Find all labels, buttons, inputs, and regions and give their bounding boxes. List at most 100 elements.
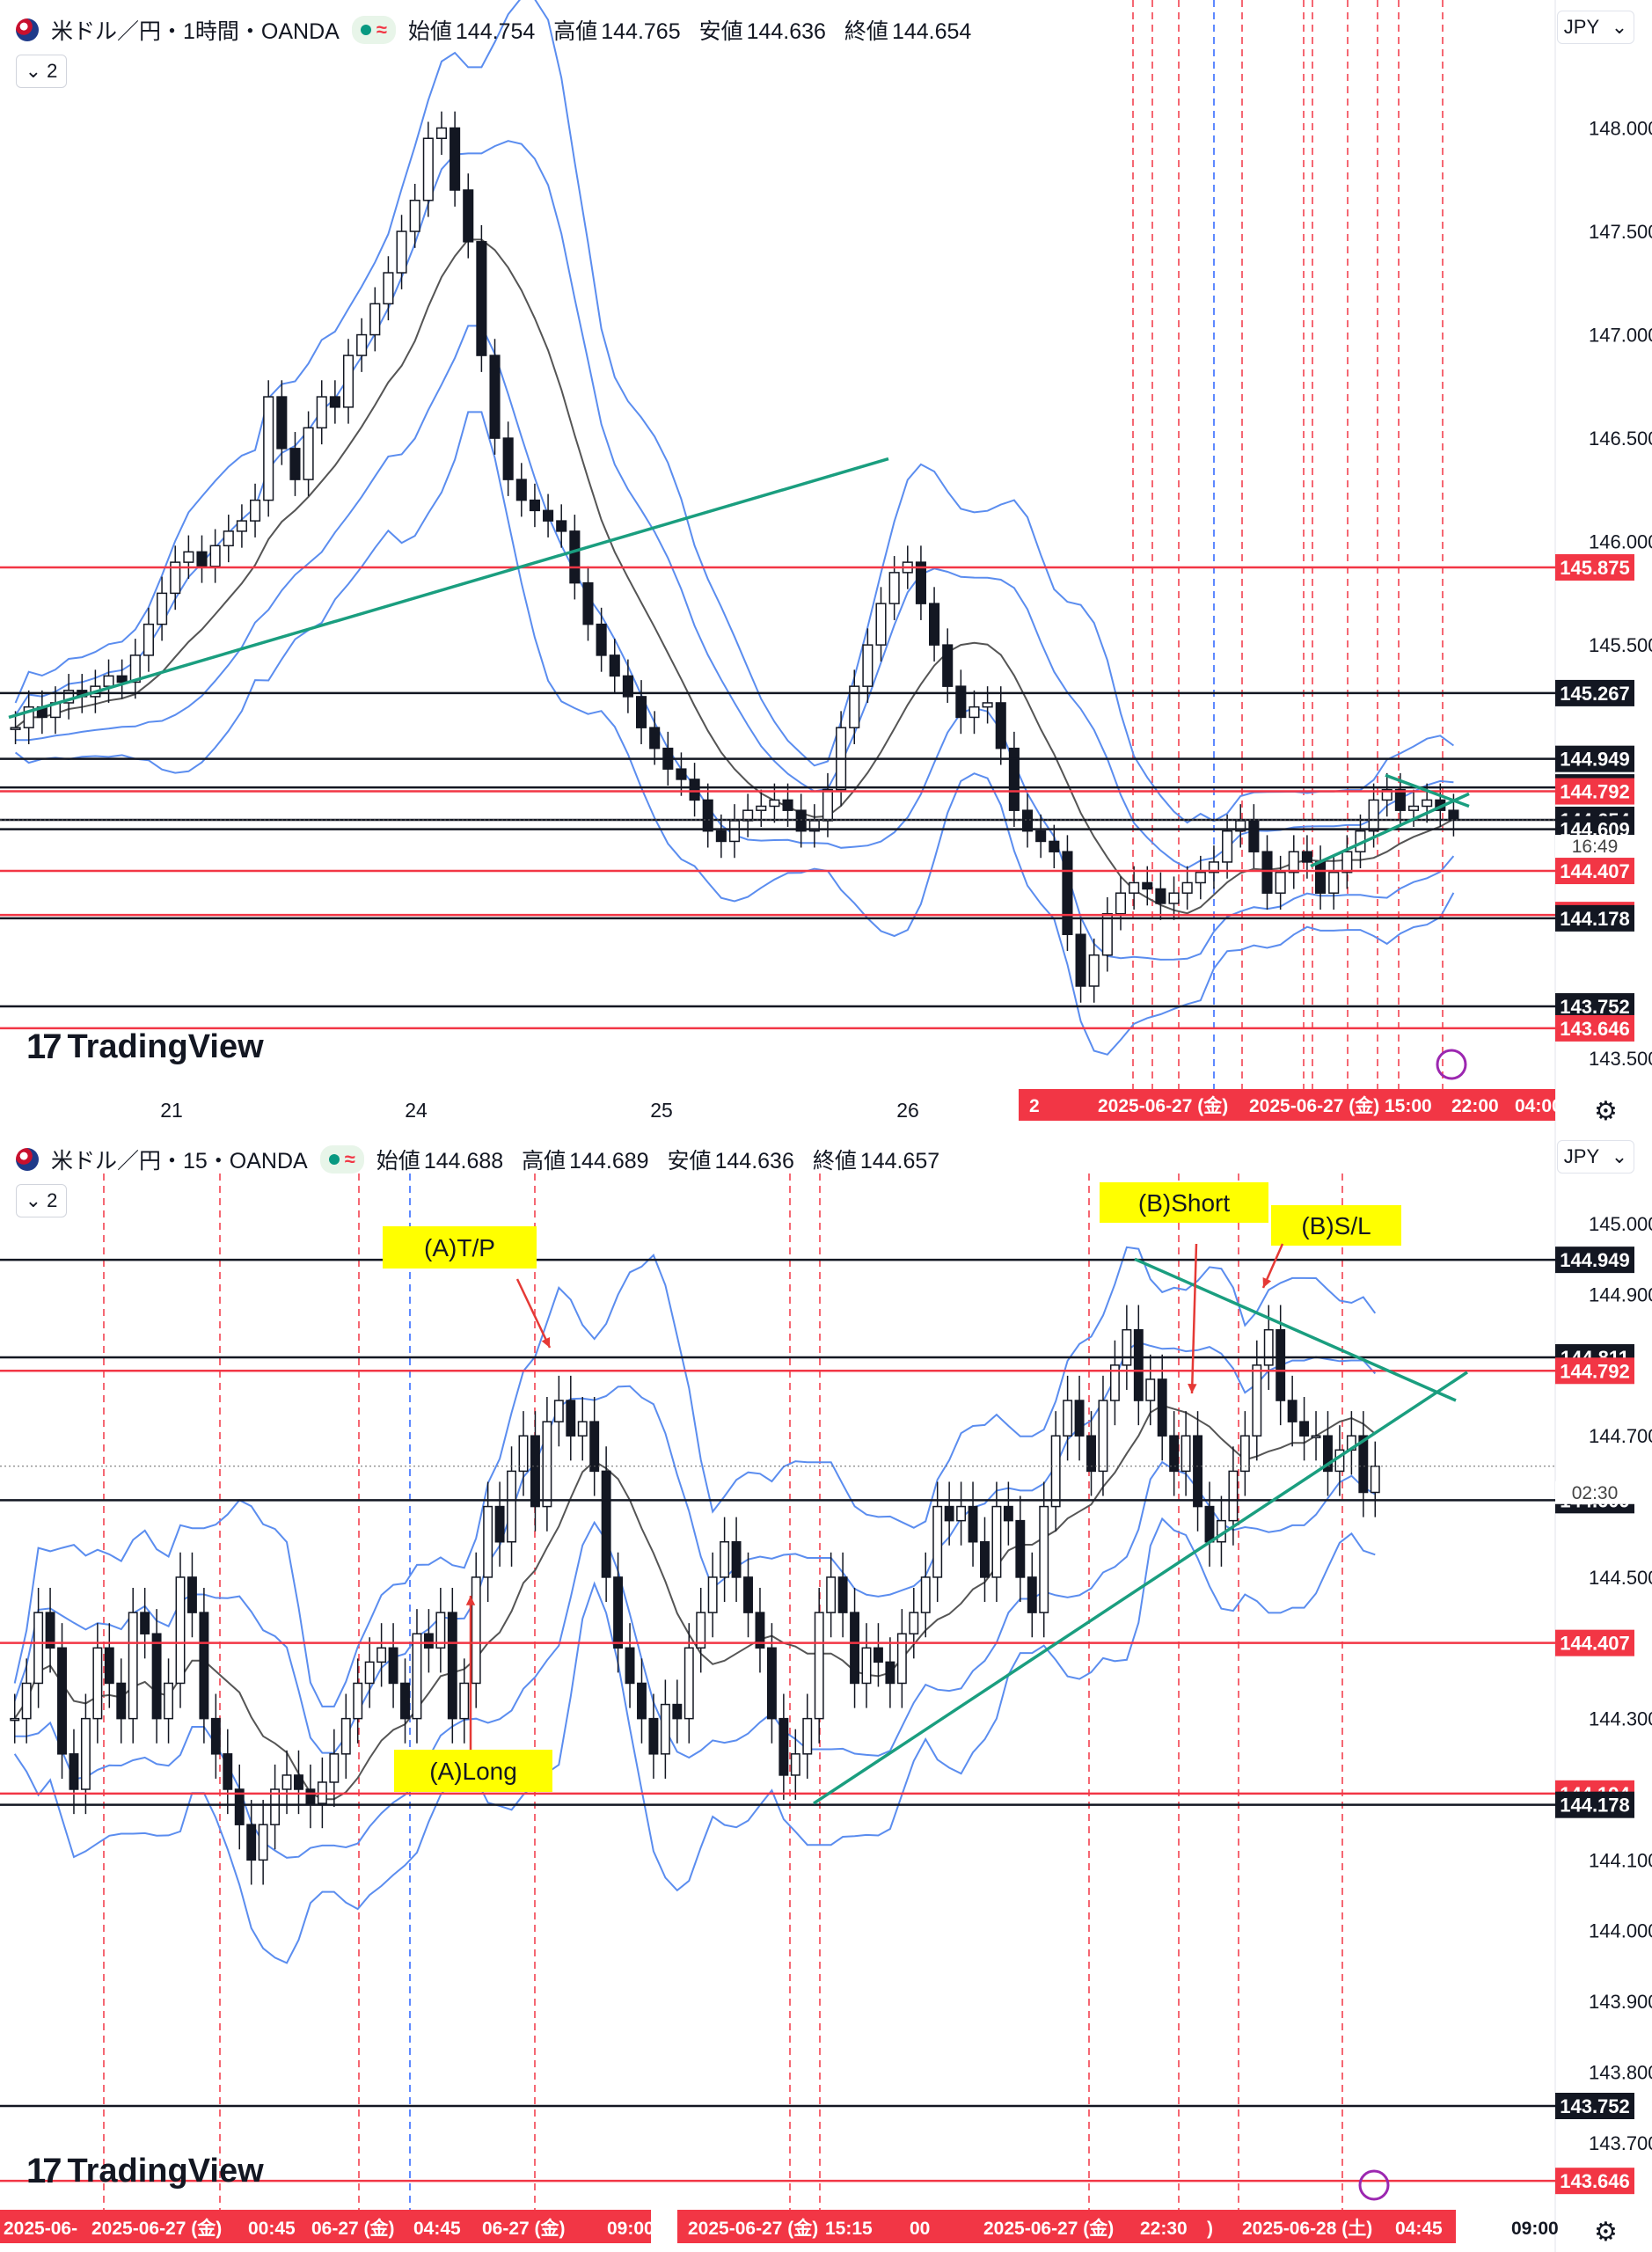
candle-body	[1407, 805, 1420, 811]
time-label: )	[1207, 2219, 1213, 2239]
time-label-bar	[677, 2210, 1012, 2243]
chart-panel-15m[interactable]: 145.000 144.900 144.700 144.500 144.300 144.1…	[0, 1130, 1652, 2252]
candle-body	[157, 592, 168, 625]
chart-panel-1h[interactable]: 148.000 147.500 147.000 146.500 146.000 145.5…	[0, 0, 1652, 1130]
candle-body	[1301, 851, 1312, 863]
settings-gear-icon[interactable]: ⚙	[1594, 2218, 1618, 2247]
indicator-collapse-button[interactable]: ⌄ 2	[16, 1184, 67, 1217]
time-label: 2025-06-27 (金)	[983, 2218, 1114, 2239]
price-level-label: 143.752	[1560, 2095, 1630, 2117]
candle-body	[885, 1661, 895, 1685]
time-label: 04:45	[413, 2219, 461, 2239]
bollinger-band-line	[13, 1517, 1376, 1964]
candle-body	[116, 1682, 127, 1720]
candle-body	[1050, 1435, 1061, 1508]
candle-body	[766, 1647, 777, 1720]
chevron-down-icon: ⌄	[1611, 16, 1628, 38]
chart-canvas-1h[interactable]: 148.000 147.500 147.000 146.500 146.000 145.5…	[0, 0, 1652, 1130]
price-level-badge	[1555, 1791, 1634, 1818]
time-label: 2025-06-27 (金)	[1249, 1095, 1379, 1116]
candle-body	[1049, 840, 1060, 852]
arrow-head	[1188, 1384, 1197, 1393]
symbol-title[interactable]: 米ドル／円・1時間・OANDA	[51, 19, 340, 44]
candle-body	[702, 799, 713, 832]
annotation-box	[1100, 1182, 1268, 1223]
chevron-down-icon: ⌄	[1611, 1145, 1628, 1167]
price-level-label: 143.752	[1560, 996, 1630, 1018]
candle-body	[1252, 1364, 1262, 1437]
candle-body	[463, 189, 474, 243]
candle-body	[1181, 1435, 1191, 1473]
candle-body	[696, 1612, 706, 1649]
candle-body	[210, 1717, 221, 1755]
candle-body	[186, 1576, 197, 1613]
candle-body	[170, 561, 181, 595]
wave-icon: ≈	[376, 18, 387, 40]
candle-body	[1145, 1378, 1156, 1401]
price-level-label: 144.949	[1560, 1249, 1630, 1271]
price-tick-label: 146.500	[1589, 428, 1652, 450]
candle-body	[1142, 881, 1153, 890]
candle-body	[920, 1576, 931, 1613]
candle-body	[596, 623, 607, 656]
x-tick-label: 26	[896, 1099, 919, 1122]
trend-line	[813, 1371, 1468, 1805]
candle-body	[69, 1753, 79, 1790]
time-label-bar	[0, 2210, 651, 2243]
price-level-badge	[1555, 1014, 1634, 1042]
candle-body	[1239, 1435, 1250, 1473]
price-tick-label: 145.000	[1589, 1213, 1652, 1235]
candle-body	[196, 551, 208, 567]
candle-body	[270, 1788, 281, 1825]
candle-body	[676, 768, 687, 780]
moving-average-line	[14, 238, 1454, 915]
time-label: 00:45	[248, 2219, 296, 2239]
candle-body	[790, 1753, 800, 1776]
candle-body	[637, 1682, 647, 1720]
status-dot-icon	[328, 1154, 340, 1165]
trend-line	[8, 457, 889, 720]
annotation-label: (A)T/P	[424, 1234, 495, 1261]
candle-body	[566, 1400, 576, 1437]
candle-body	[1195, 871, 1206, 884]
candle-body	[648, 1717, 659, 1755]
candle-body	[915, 561, 926, 604]
candle-body	[412, 1633, 422, 1720]
symbol-title[interactable]: 米ドル／円・15・OANDA	[51, 1149, 308, 1174]
candle-body	[720, 1541, 730, 1578]
market-status[interactable]: ≈	[319, 1145, 364, 1174]
price-tick-label: 144.700	[1589, 1425, 1652, 1447]
candle-body	[236, 520, 247, 532]
candle-body	[660, 1703, 670, 1755]
candle-body	[258, 1824, 268, 1861]
price-level-badge	[1555, 2168, 1634, 2195]
price-tick-label: 147.500	[1589, 221, 1652, 243]
time-label-bar	[1019, 1089, 1555, 1121]
bollinger-band-line	[15, 325, 1455, 961]
candle-body	[353, 1682, 363, 1720]
candle-body	[1157, 1378, 1167, 1437]
candle-body	[1323, 1435, 1333, 1473]
candle-body	[743, 1576, 753, 1613]
candle-body	[1169, 1435, 1180, 1473]
settings-gear-icon[interactable]: ⚙	[1594, 1097, 1618, 1126]
trend-line	[1310, 792, 1470, 868]
market-status[interactable]: ≈	[351, 16, 396, 44]
candle-body	[104, 1647, 114, 1685]
currency-select[interactable]: JPY ⌄	[1557, 11, 1634, 44]
candle-body	[1275, 871, 1286, 894]
x-tick-label: 21	[160, 1099, 183, 1122]
price-level-label: 145.267	[1560, 683, 1630, 705]
candle-body	[175, 1576, 186, 1685]
candle-body	[1074, 1400, 1085, 1437]
chart-canvas-15m[interactable]: 145.000 144.900 144.700 144.500 144.300 144.1…	[0, 1130, 1652, 2252]
tradingview-logo: 17 TradingView	[26, 1027, 264, 1066]
indicator-collapse-button[interactable]: ⌄ 2	[16, 55, 67, 88]
price-level-badge	[1555, 1357, 1634, 1385]
candle-body	[991, 1505, 1002, 1578]
candle-body	[837, 1576, 848, 1613]
candle-body	[23, 706, 34, 728]
price-level-label: 144.178	[1560, 908, 1630, 930]
currency-select[interactable]: JPY ⌄	[1557, 1140, 1634, 1174]
time-label: 09:00	[1511, 2219, 1559, 2239]
